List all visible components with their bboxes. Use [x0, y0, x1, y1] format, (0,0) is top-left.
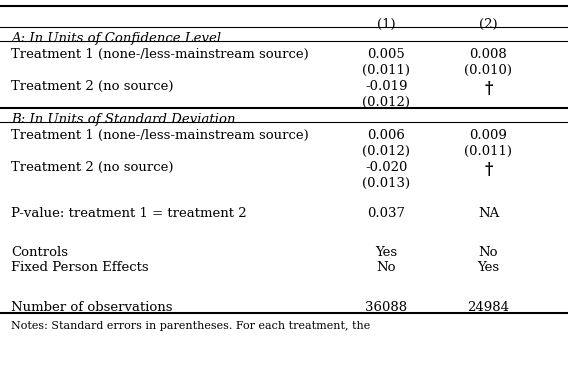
Text: -0.019: -0.019 — [365, 80, 407, 92]
Text: Yes: Yes — [375, 246, 397, 259]
Text: Fixed Person Effects: Fixed Person Effects — [11, 261, 149, 274]
Text: P-value: treatment 1 = treatment 2: P-value: treatment 1 = treatment 2 — [11, 207, 247, 220]
Text: 0.037: 0.037 — [367, 207, 405, 220]
Text: 0.005: 0.005 — [367, 48, 405, 60]
Text: 0.006: 0.006 — [367, 129, 405, 142]
Text: Treatment 1 (none-/less-mainstream source): Treatment 1 (none-/less-mainstream sourc… — [11, 48, 309, 60]
Text: Number of observations: Number of observations — [11, 301, 173, 314]
Text: (2): (2) — [479, 18, 498, 30]
Text: 24984: 24984 — [467, 301, 509, 314]
Text: (1): (1) — [377, 18, 395, 30]
Text: Notes: Standard errors in parentheses. For each treatment, the: Notes: Standard errors in parentheses. F… — [11, 321, 370, 331]
Text: 0.009: 0.009 — [470, 129, 507, 142]
Text: (0.013): (0.013) — [362, 177, 410, 190]
Text: No: No — [377, 261, 396, 274]
Text: (0.011): (0.011) — [362, 64, 410, 77]
Text: -0.020: -0.020 — [365, 161, 407, 174]
Text: NA: NA — [478, 207, 499, 220]
Text: B: In Units of Standard Deviation: B: In Units of Standard Deviation — [11, 113, 236, 126]
Text: No: No — [479, 246, 498, 259]
Text: Yes: Yes — [478, 261, 499, 274]
Text: (0.012): (0.012) — [362, 145, 410, 158]
Text: 0.008: 0.008 — [470, 48, 507, 60]
Text: †: † — [485, 161, 492, 178]
Text: (0.012): (0.012) — [362, 96, 410, 109]
Text: A: In Units of Confidence Level: A: In Units of Confidence Level — [11, 32, 222, 45]
Text: Treatment 2 (no source): Treatment 2 (no source) — [11, 80, 174, 92]
Text: Treatment 2 (no source): Treatment 2 (no source) — [11, 161, 174, 174]
Text: (0.010): (0.010) — [465, 64, 512, 77]
Text: †: † — [485, 80, 492, 97]
Text: Controls: Controls — [11, 246, 68, 259]
Text: (0.011): (0.011) — [465, 145, 512, 158]
Text: 36088: 36088 — [365, 301, 407, 314]
Text: Treatment 1 (none-/less-mainstream source): Treatment 1 (none-/less-mainstream sourc… — [11, 129, 309, 142]
